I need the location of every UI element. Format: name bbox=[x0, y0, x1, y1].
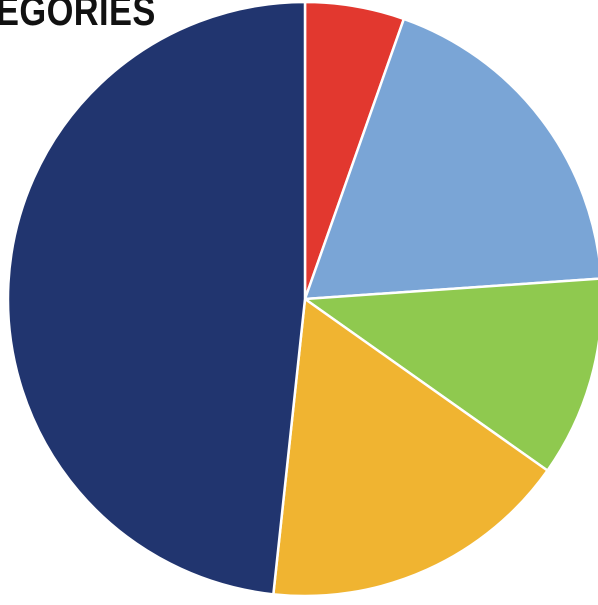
pie-slice-2 bbox=[303, 17, 598, 301]
pie-slice-3 bbox=[303, 277, 598, 472]
pie-slice-4 bbox=[272, 297, 549, 598]
chart-title: EGORIES bbox=[0, 0, 156, 34]
pie-slice-5 bbox=[6, 0, 307, 596]
